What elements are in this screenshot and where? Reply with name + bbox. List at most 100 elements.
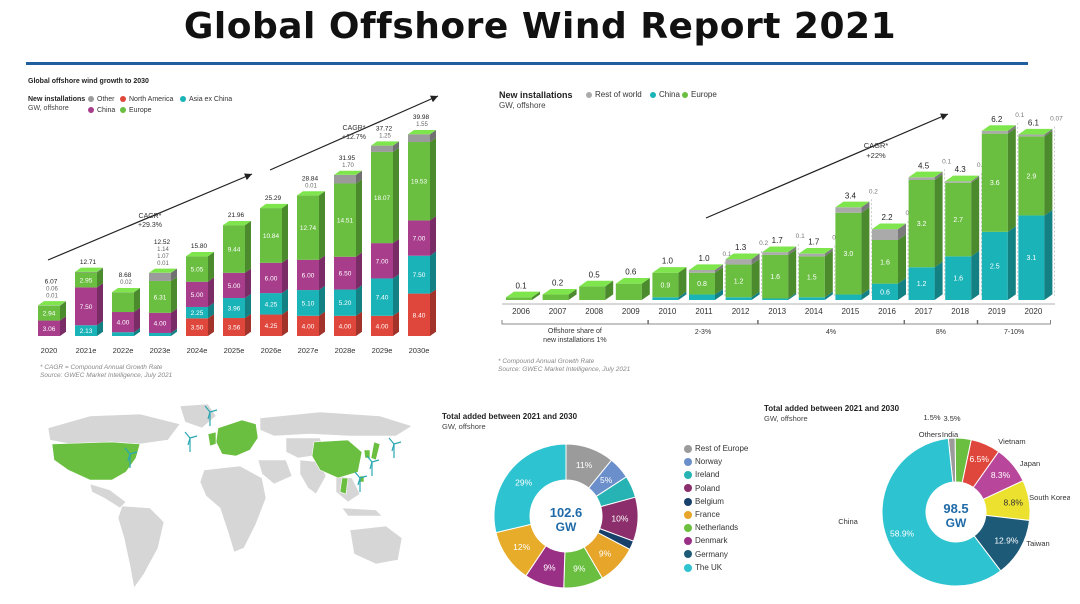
europe-legend-item: Poland — [684, 484, 720, 493]
x-tick-label: 2014 — [805, 307, 823, 316]
legend-dot — [684, 444, 692, 453]
map-uk — [207, 431, 217, 447]
growth-bar-chart: 3.062.940.010.066.0720202.137.502.9512.7… — [38, 95, 439, 355]
legend-dot — [684, 471, 692, 480]
x-tick-label: 2022e — [113, 346, 134, 355]
bar-top — [945, 175, 980, 182]
bar-segment — [75, 267, 103, 273]
bar-value-label: 18.07 — [374, 195, 391, 202]
slice-value-label: 1.5% — [923, 413, 940, 422]
cagr-label: CAGR* — [139, 213, 162, 220]
bar-row-label: 0.1 — [1015, 112, 1024, 119]
bar-value-label: 14.51 — [337, 218, 354, 225]
bar-other-label: 0.02 — [120, 280, 132, 286]
slice-value-label: 9% — [599, 548, 612, 558]
bar-segment — [506, 291, 540, 300]
cagr-value: +22% — [866, 151, 886, 160]
bar-top — [798, 248, 833, 254]
x-tick-label: 2009 — [622, 307, 640, 316]
bar-segment — [297, 255, 325, 291]
legend-label: Netherlands — [695, 523, 739, 533]
bar-value-label: 6.00 — [302, 272, 315, 279]
x-tick-label: 2029e — [372, 346, 393, 355]
x-tick-label: 2020 — [41, 346, 58, 355]
bar-segment — [223, 293, 251, 319]
cagr-arrow — [269, 95, 439, 171]
bar-value-label: 6.50 — [339, 271, 352, 278]
bar-segment — [297, 191, 325, 260]
bar-segment — [260, 310, 288, 336]
bar-top — [506, 291, 540, 298]
bar-segment — [112, 287, 140, 293]
bar-total-label: 1.3 — [735, 243, 747, 252]
asia-donut-panel: Total added between 2021 and 2030 GW, of… — [760, 398, 1070, 602]
bar-segment — [725, 258, 760, 298]
legend-dot — [684, 510, 692, 519]
bar-value-label: 3.1 — [1027, 255, 1037, 262]
world-map — [47, 403, 413, 589]
donut-center-value: 98.5 — [943, 501, 968, 516]
history-chart-panel: New installations GW, offshore Rest of w… — [494, 80, 1064, 380]
legend-dot — [684, 497, 692, 506]
bar-value-label: 2.94 — [43, 311, 56, 318]
legend-dot — [684, 458, 692, 467]
bar-value-label: 4.25 — [265, 323, 278, 330]
x-tick-label: 2012 — [732, 307, 750, 316]
bar-segment — [908, 174, 943, 268]
bar-value-label: 0.8 — [697, 281, 707, 288]
bar-segment — [149, 328, 177, 336]
x-tick-label: 2028e — [335, 346, 356, 355]
bar-segment — [872, 278, 906, 300]
bar-total-label: 1.7 — [808, 238, 820, 247]
bar-total-label: 31.95 — [339, 155, 356, 162]
bar-segment — [408, 129, 436, 143]
slice-name-label: India — [942, 430, 959, 439]
x-tick-label: 2027e — [298, 346, 319, 355]
bar-value-label: 7.50 — [413, 272, 426, 279]
bar-top — [112, 287, 140, 293]
europe-legend-item: France — [684, 510, 720, 519]
bar-value-label: 19.53 — [411, 179, 428, 186]
history-footnote-source: Source: GWEC Market Intelligence, July 2… — [498, 366, 631, 373]
bar-segment — [260, 203, 288, 263]
bar-segment — [981, 128, 1016, 232]
growth-footnote-source: Source: GWEC Market Intelligence, July 2… — [40, 372, 173, 379]
bar-segment — [908, 171, 943, 180]
europe-donut-unit: GW, offshore — [442, 422, 486, 431]
legend-label: Rest of world — [595, 90, 642, 99]
turbine-icon — [184, 431, 198, 452]
share-label: 4% — [826, 329, 836, 336]
x-tick-label: 2016 — [878, 307, 896, 316]
bar-value-label: 1.6 — [770, 274, 780, 281]
growth-legend-item: Other — [88, 96, 115, 103]
bar-value-label: 4.25 — [265, 301, 278, 308]
x-tick-label: 2023e — [150, 346, 171, 355]
x-tick-label: 2019 — [988, 307, 1006, 316]
bar-segment — [872, 234, 906, 284]
europe-legend-item: Netherlands — [684, 523, 738, 532]
page-title: Global Offshore Wind Report 2021 — [183, 6, 897, 47]
bar-segment — [762, 249, 797, 299]
x-tick-label: 2026e — [261, 346, 282, 355]
bar-value-label: 4.00 — [117, 320, 130, 327]
bar-top — [872, 223, 906, 230]
bar-value-label: 6.31 — [154, 294, 167, 301]
bar-top — [223, 220, 251, 226]
slice-value-label: 9% — [573, 563, 586, 573]
bar-segment — [945, 250, 980, 300]
x-tick-label: 2011 — [695, 307, 713, 316]
map-canada — [47, 413, 181, 445]
slice-value-label: 11% — [576, 460, 593, 470]
history-legend-title: New installations — [499, 90, 573, 100]
slice-value-label: 5% — [600, 475, 613, 485]
bar-total-label: 1.0 — [662, 257, 674, 266]
bar-segment — [835, 288, 870, 300]
x-tick-label: 2010 — [659, 307, 677, 316]
slice-value-label: 10% — [611, 514, 628, 524]
bar-value-label: 2.95 — [80, 277, 93, 284]
europe-legend-item: The UK — [684, 563, 722, 572]
x-tick-label: 2025e — [224, 346, 245, 355]
bar-row-label: 0.1 — [722, 251, 731, 258]
share-label: Offshore share of — [548, 328, 602, 335]
bar-top — [149, 268, 177, 273]
